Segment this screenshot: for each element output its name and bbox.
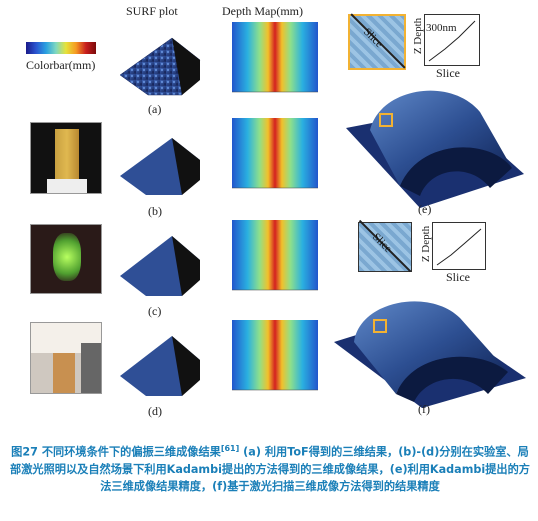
label-b: (b) bbox=[148, 204, 162, 218]
depth-map-a bbox=[232, 22, 318, 93]
surf-plot-a bbox=[119, 37, 201, 96]
caption-ref: [61] bbox=[220, 444, 240, 453]
inset-e-profile bbox=[424, 14, 480, 66]
photo-natural bbox=[30, 322, 102, 394]
colorbar bbox=[26, 42, 96, 54]
label-d: (d) bbox=[148, 404, 162, 418]
inset-e-scale: 300nm bbox=[426, 22, 457, 34]
depth-map-b bbox=[232, 118, 318, 189]
label-a: (a) bbox=[148, 102, 162, 116]
label-f: (f) bbox=[418, 402, 430, 416]
inset-e-slice-image: Slice bbox=[348, 13, 406, 70]
surf-plot-header: SURF plot bbox=[126, 4, 178, 18]
label-e: (e) bbox=[418, 202, 432, 216]
surface-f bbox=[334, 301, 526, 408]
surf-plot-d bbox=[120, 336, 200, 396]
caption-body: (a) 利用ToF得到的三维结果，(b)-(d)分别在实验室、局部激光照明以及自… bbox=[10, 445, 530, 493]
inset-f-xaxis: Slice bbox=[446, 270, 470, 284]
surface-e bbox=[346, 90, 524, 208]
photo-laser bbox=[30, 224, 102, 294]
inset-f-slice-image: Slice bbox=[358, 219, 412, 273]
label-c: (c) bbox=[148, 304, 162, 318]
inset-f-profile bbox=[432, 222, 486, 270]
inset-e-xaxis: Slice bbox=[436, 66, 460, 80]
depth-map-header: Depth Map(mm) bbox=[222, 4, 303, 18]
inset-e-zdepth: Z Depth bbox=[412, 17, 425, 55]
caption-prefix: 图27 不同环境条件下的偏振三维成像结果 bbox=[11, 445, 221, 459]
figure-caption: 图27 不同环境条件下的偏振三维成像结果[61] (a) 利用ToF得到的三维结… bbox=[10, 440, 530, 495]
depth-map-d bbox=[232, 320, 318, 391]
inset-f-zdepth: Z Depth bbox=[420, 225, 433, 263]
surf-plot-c bbox=[120, 236, 200, 296]
depth-map-c bbox=[232, 220, 318, 291]
photo-lab bbox=[30, 122, 102, 194]
colorbar-label: Colorbar(mm) bbox=[26, 58, 96, 72]
surf-plot-b bbox=[120, 138, 200, 195]
